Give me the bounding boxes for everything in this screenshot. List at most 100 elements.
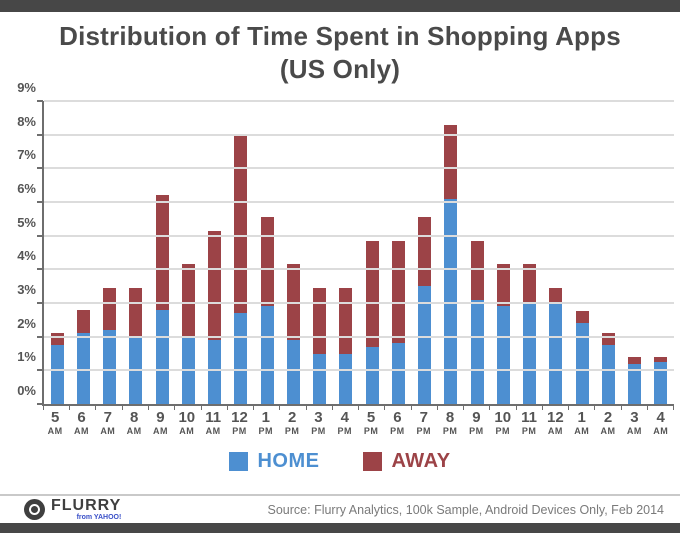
bar-segment-home	[523, 303, 537, 404]
x-axis-tick	[305, 404, 307, 410]
gridline	[44, 302, 674, 305]
bar-segment-away	[365, 240, 379, 347]
bar-segment-away	[103, 287, 117, 330]
x-axis-label: 11 PM	[521, 409, 537, 436]
legend-label-home: HOME	[257, 450, 320, 472]
legend-item-away: AWAY	[363, 450, 450, 473]
x-axis-tick	[489, 404, 491, 410]
y-axis-tick	[37, 369, 43, 372]
y-axis-label: 7%	[17, 147, 36, 163]
bar-6pm	[385, 101, 411, 404]
bar-segment-away	[523, 264, 537, 303]
bar-2pm	[280, 101, 306, 404]
y-axis-tick	[37, 403, 43, 405]
bars-container	[44, 101, 674, 404]
x-axis-tick	[673, 404, 674, 410]
bar-11am	[202, 101, 228, 404]
legend: HOME AWAY	[0, 450, 680, 473]
bar-segment-home	[365, 346, 379, 404]
x-axis-tick	[279, 404, 281, 410]
x-axis-label: 4 AM	[653, 409, 669, 436]
stacked-bar	[470, 101, 484, 404]
bar-8pm	[438, 101, 464, 404]
stacked-bar	[234, 101, 248, 404]
plot-area: 0% 1% 2% 3% 4% 5% 6% 7% 8% 9%	[17, 80, 674, 410]
bar-segment-home	[496, 306, 510, 404]
x-axis-tick	[620, 404, 622, 410]
y-axis-label: 4%	[17, 248, 36, 264]
bar-segment-home	[654, 361, 668, 404]
x-axis-label: 8 PM	[442, 409, 458, 436]
x-axis-label: 11 AM	[205, 409, 222, 436]
bar-segment-home	[313, 353, 327, 404]
x-axis-tick	[69, 404, 71, 410]
bar-segment-home	[234, 313, 248, 404]
bar-segment-home	[575, 323, 589, 404]
y-axis-label: 9%	[17, 80, 36, 95]
chart-title: Distribution of Time Spent in Shopping A…	[0, 20, 680, 87]
bar-12pm	[228, 101, 254, 404]
bar-segment-home	[601, 345, 615, 404]
away-swatch-icon	[363, 452, 383, 471]
x-axis-label: 2 AM	[600, 409, 616, 436]
stacked-bar	[418, 101, 432, 404]
bar-segment-away	[418, 217, 432, 287]
x-axis-label: 6 PM	[390, 409, 405, 436]
stacked-bar	[339, 101, 353, 404]
stacked-bar	[391, 101, 405, 404]
bar-9pm	[464, 101, 490, 404]
bar-3am	[622, 101, 648, 404]
x-axis-tick	[568, 404, 569, 410]
x-axis-label: 1 AM	[574, 409, 590, 436]
x-axis-tick	[331, 404, 333, 410]
stacked-bar	[155, 101, 169, 404]
gridline	[44, 167, 674, 170]
bar-segment-away	[549, 287, 563, 303]
y-axis-label: 3%	[17, 282, 36, 298]
x-axis-tick	[515, 404, 517, 410]
stacked-bar	[286, 101, 300, 404]
bar-8am	[123, 101, 149, 404]
gridline	[44, 133, 674, 136]
stacked-bar	[444, 101, 458, 404]
x-axis-tick	[436, 404, 438, 410]
x-axis-tick	[95, 404, 97, 410]
x-axis-label: 9 PM	[469, 409, 484, 436]
bar-1pm	[254, 101, 280, 404]
y-axis-tick	[37, 201, 43, 204]
x-axis-label: 5 AM	[47, 409, 63, 436]
x-axis-label: 7 AM	[100, 409, 116, 436]
bar-segment-home	[418, 286, 432, 404]
bar-segment-home	[549, 303, 563, 404]
gridline	[44, 335, 674, 338]
stacked-bar	[365, 101, 379, 404]
gridline	[44, 100, 674, 102]
stacked-bar	[50, 101, 64, 404]
bar-5am	[44, 101, 70, 404]
stacked-bar	[208, 101, 222, 404]
bar-3pm	[307, 101, 333, 404]
x-axis-label: 7 PM	[416, 409, 431, 436]
stacked-bar	[313, 101, 327, 404]
x-axis-labels: 5 AM 6 AM 7 AM 8 AM 9 AM 10 AM 11 AM 12 PM 1 PM 2 PM 3 PM 4 PM 5…	[42, 410, 674, 436]
stacked-bar	[496, 101, 510, 404]
bar-7pm	[412, 101, 438, 404]
y-axis-label: 6%	[17, 181, 36, 197]
bar-segment-away	[76, 309, 90, 334]
x-axis-label: 2 PM	[284, 409, 300, 436]
x-axis-tick	[594, 404, 596, 410]
bar-12am	[543, 101, 569, 404]
legend-item-home: HOME	[229, 450, 319, 473]
x-axis-label: 3 AM	[626, 409, 642, 436]
gridline	[44, 234, 674, 237]
bar-segment-away	[129, 287, 143, 337]
bar-segment-away	[50, 333, 64, 346]
x-axis-tick	[646, 404, 648, 410]
x-axis-label: 1 PM	[258, 409, 274, 436]
bar-4am	[648, 101, 674, 404]
x-axis-label: 6 AM	[73, 409, 89, 436]
bar-10am	[175, 101, 201, 404]
x-axis-label: 4 PM	[337, 409, 353, 436]
bar-segment-home	[391, 343, 405, 404]
stacked-bar	[549, 101, 563, 404]
